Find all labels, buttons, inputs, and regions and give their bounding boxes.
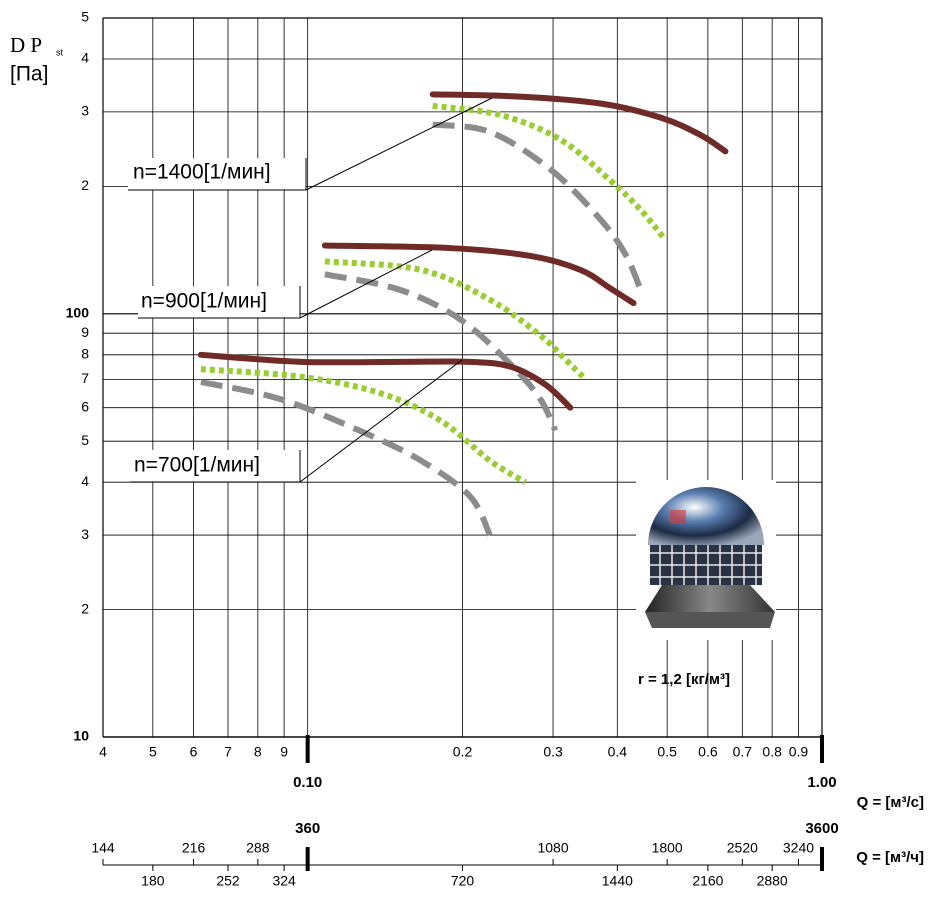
- x-tick-label: 0.7: [733, 744, 753, 760]
- y-axis-unit: [Па]: [10, 63, 48, 86]
- x2-tick-label: 324: [272, 873, 296, 889]
- curve: [321, 242, 637, 307]
- y-tick-label: 6: [81, 398, 89, 414]
- x-tick-label: 8: [254, 744, 262, 760]
- curve: [324, 271, 559, 432]
- x-tick-label: 0.3: [543, 744, 563, 760]
- x2-tick-label: 216: [182, 840, 206, 856]
- y-tick-label: 10: [73, 728, 89, 744]
- curve: [200, 379, 493, 537]
- annotation: n=700[1/мин]: [134, 454, 260, 477]
- x2-tick-label: 3240: [783, 840, 814, 856]
- y-tick-label: 100: [66, 305, 90, 321]
- x-tick-label: 4: [99, 744, 107, 760]
- x-tick-label: 0.5: [657, 744, 677, 760]
- x-axis-label: Q = [м³/с]: [857, 794, 924, 811]
- x2-tick-label: 1800: [652, 840, 683, 856]
- x-tick-label: 0.4: [608, 744, 628, 760]
- x-tick-label: 0.9: [789, 744, 809, 760]
- y-tick-label: 8: [81, 346, 89, 362]
- x-tick-label: 9: [280, 744, 288, 760]
- y-tick-label: 5: [81, 432, 89, 448]
- y-tick-label: 4: [81, 473, 89, 489]
- curve: [197, 351, 574, 411]
- x-tick-label: 1.00: [807, 774, 836, 791]
- x2-tick-label: 180: [141, 873, 165, 889]
- x-tick-label: 5: [149, 744, 157, 760]
- x2-tick-label: 288: [246, 840, 270, 856]
- y-tick-label: 2: [81, 177, 89, 193]
- x2-tick-label: 3600: [805, 820, 838, 837]
- curve: [429, 91, 729, 155]
- x2-tick-label: 144: [91, 840, 115, 856]
- y-tick-label: 3: [81, 103, 89, 119]
- y-tick-label: 7: [81, 370, 89, 386]
- y-tick-label: 5: [81, 9, 89, 25]
- x2-tick-label: 360: [295, 820, 320, 837]
- fan-image: [636, 480, 776, 640]
- y-tick-label: 4: [81, 50, 89, 66]
- y-axis-label-sub: st: [56, 47, 64, 57]
- x2-tick-label: 2880: [757, 873, 788, 889]
- y-tick-label: 3: [81, 526, 89, 542]
- density-label: r = 1,2 [кг/м³]: [638, 671, 730, 688]
- annotation: n=900[1/мин]: [141, 290, 267, 313]
- curve: [432, 121, 644, 291]
- annotation: n=1400[1/мин]: [133, 161, 271, 184]
- y-tick-label: 9: [81, 324, 89, 340]
- x2-tick-label: 252: [216, 873, 240, 889]
- x2-axis-label: Q = [м³/ч]: [856, 849, 924, 866]
- x-tick-label: 0.6: [698, 744, 718, 760]
- curve: [200, 366, 527, 485]
- x-tick-label: 0.2: [453, 744, 473, 760]
- x-tick-label: 0.8: [762, 744, 782, 760]
- x2-tick-label: 1080: [537, 840, 568, 856]
- annotation-layout: [128, 97, 493, 483]
- grid: [102, 17, 824, 763]
- x2-tick-label: 2160: [692, 873, 723, 889]
- x-tick-label: 0.10: [293, 774, 322, 791]
- x2-tick-label: 1440: [602, 873, 633, 889]
- x2-tick-label: 720: [451, 873, 475, 889]
- x-tick-label: 6: [190, 744, 198, 760]
- y-tick-label: 2: [81, 600, 89, 616]
- x2-tick-label: 2520: [727, 840, 758, 856]
- y-axis-label: D P: [10, 33, 42, 57]
- x-tick-label: 7: [224, 744, 232, 760]
